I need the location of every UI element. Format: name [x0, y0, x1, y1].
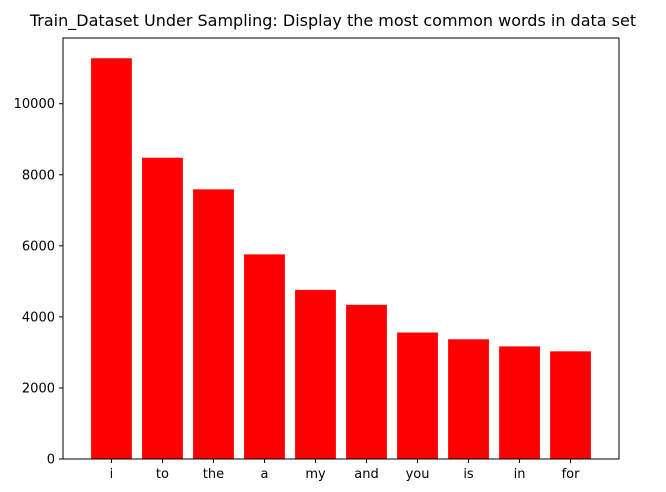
- bars-layer: [91, 58, 591, 460]
- x-tick-label: in: [514, 467, 526, 482]
- bar-i: [91, 58, 132, 459]
- bar-the: [193, 189, 234, 459]
- x-tick-label: for: [562, 467, 581, 482]
- x-tick-label: you: [406, 467, 430, 482]
- chart-title: Train_Dataset Under Sampling: Display th…: [29, 11, 636, 31]
- bar-for: [550, 351, 591, 459]
- bar-and: [346, 304, 387, 459]
- x-tick-label: is: [463, 467, 474, 482]
- y-tick-label: 2000: [22, 381, 55, 396]
- y-tick-label: 0: [47, 453, 55, 468]
- bar-to: [142, 157, 183, 460]
- bar-in: [499, 346, 540, 459]
- y-tick-label: 10000: [14, 97, 55, 112]
- y-tick-label: 6000: [22, 239, 55, 254]
- x-tick-label: i: [110, 467, 114, 482]
- bar-a: [244, 254, 285, 459]
- y-tick-label: 4000: [22, 310, 55, 325]
- x-axis: i to the a my and you is in for: [110, 459, 580, 482]
- plot-frame: [62, 37, 620, 460]
- bar-you: [397, 332, 438, 459]
- x-tick-label: to: [156, 467, 169, 482]
- y-axis: 0 2000 4000 6000 8000 10000: [14, 97, 63, 468]
- bar-my: [295, 289, 336, 459]
- x-tick-label: my: [305, 467, 326, 482]
- y-tick-label: 8000: [22, 168, 55, 183]
- x-tick-label: the: [203, 467, 224, 482]
- x-tick-label: and: [354, 467, 378, 482]
- bar-is: [448, 339, 489, 459]
- x-tick-label: a: [261, 467, 269, 482]
